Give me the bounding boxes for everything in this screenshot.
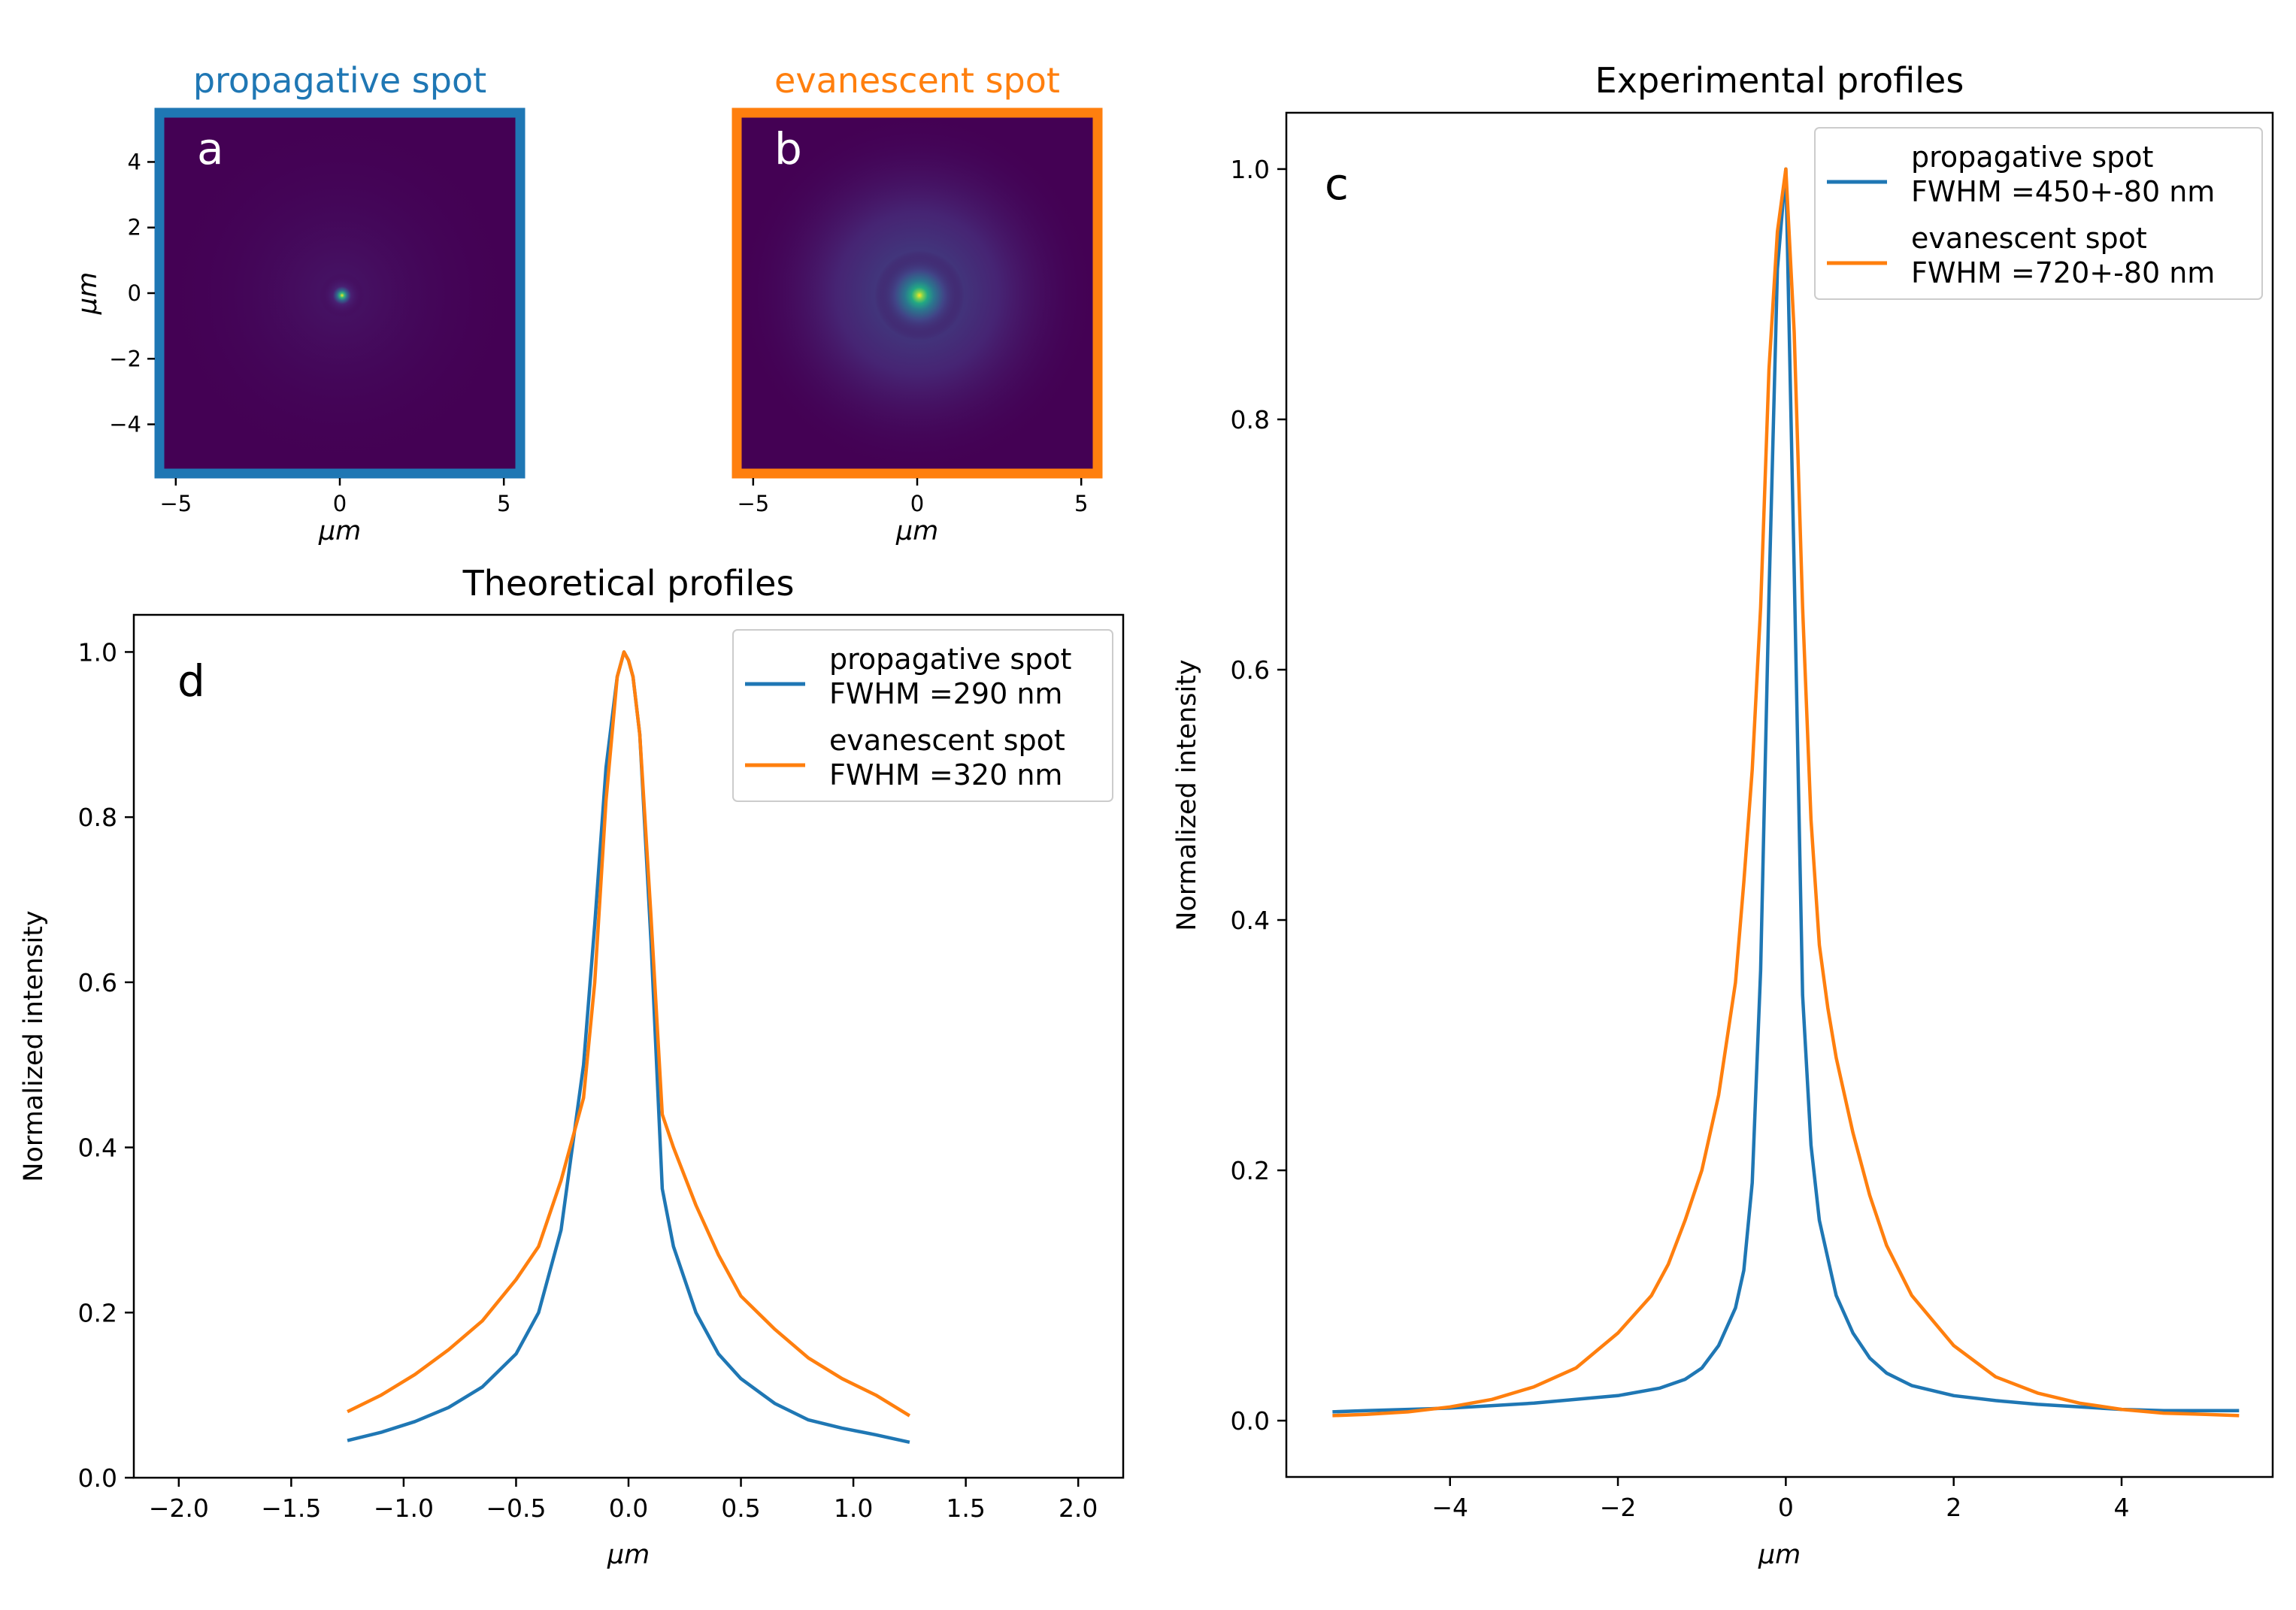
y-tick-label: −4 [109, 412, 141, 437]
legend-box [732, 629, 1113, 802]
panel-b-heatmap: evanescent spot b −5 0 5 μm [732, 60, 1103, 546]
x-tick-label: 0 [333, 491, 347, 516]
panel-a-spot [320, 273, 365, 318]
panel-c-yticks: 0.0 0.2 0.4 0.6 0.8 1.0 [1231, 155, 1286, 1436]
panel-d-yticks: 0.0 0.2 0.4 0.6 0.8 1.0 [78, 637, 134, 1493]
panel-a-ylabel: μm [73, 272, 103, 315]
panel-c-line-chart: Experimental profiles −4 −2 0 2 4 0.00.20.40… [1172, 60, 2274, 1570]
panel-d-line-chart: Theoretical profiles −2.0 −1.5 −1.0 −0.5 0.0… [19, 563, 1125, 1570]
panel-c-title: Experimental profiles [1595, 60, 1964, 101]
panel-a-frame [154, 107, 526, 479]
panel-a-yticks: −4 −2 0 2 4 [109, 149, 155, 437]
x-tick-label: −1.5 [261, 1493, 321, 1523]
y-tick-label: 4 [128, 149, 141, 174]
y-tick-label: 0.6 [78, 968, 117, 997]
panel-a-heatmap: propagative spot a −5 0 5 −4 −2 0 2 4 μm μm [73, 60, 526, 546]
panel-c-series [1332, 167, 2240, 1418]
panel-d-title: Theoretical profiles [462, 563, 795, 604]
x-tick-label: −5 [159, 491, 192, 516]
panel-d-series [347, 650, 911, 1444]
x-tick-label: −4 [1431, 1493, 1468, 1522]
x-tick-label: −1.0 [374, 1493, 434, 1523]
y-tick-label: 0.6 [1231, 655, 1270, 685]
legend-label: propagative spot [1911, 141, 2153, 174]
y-tick-label: 1.0 [1231, 155, 1270, 184]
panel-d-xticks: −2.0 −1.5 −1.0 −0.5 0.0 0.5 1.0 1.5 2.0 [149, 1478, 1098, 1523]
y-tick-label: 0.4 [78, 1133, 117, 1163]
x-tick-label: 0.5 [721, 1493, 760, 1523]
y-tick-label: 0.8 [1231, 405, 1270, 434]
panel-b-title: evanescent spot [774, 60, 1060, 101]
panel-c-letter: c [1325, 159, 1349, 210]
panel-c-frame [1285, 111, 2274, 1478]
y-tick-label: 0 [128, 280, 141, 306]
y-tick-label: 0.2 [78, 1298, 117, 1327]
y-tick-label: 2 [128, 215, 141, 241]
y-tick-label: 0.0 [78, 1463, 117, 1493]
y-tick-label: 0.4 [1231, 906, 1270, 935]
y-tick-label: 0.0 [1231, 1406, 1270, 1436]
series-line-1 [347, 650, 911, 1418]
series-line-1 [1332, 167, 2240, 1418]
panel-b-letter: b [774, 123, 802, 174]
legend-label: evanescent spot [829, 724, 1065, 757]
legend-label: FWHM =320 nm [829, 758, 1062, 791]
panel-a-title: propagative spot [193, 60, 486, 101]
panel-d-xlabel: μm [607, 1540, 650, 1570]
x-tick-label: 1.5 [946, 1493, 985, 1523]
legend-label: FWHM =720+-80 nm [1911, 256, 2215, 289]
x-tick-label: −2 [1600, 1493, 1637, 1522]
x-tick-label: 4 [2114, 1493, 2130, 1522]
x-tick-label: 1.0 [834, 1493, 873, 1523]
x-tick-label: 5 [497, 491, 510, 516]
legend-label: propagative spot [829, 643, 1071, 676]
panel-c-xticks: −4 −2 0 2 4 [1431, 1477, 2130, 1522]
panel-b-xlabel: μm [895, 516, 938, 546]
legend-label: FWHM =290 nm [829, 677, 1062, 710]
panel-b-xticks: −5 0 5 [737, 478, 1088, 516]
legend-box [1814, 127, 2263, 300]
x-tick-label: −0.5 [486, 1493, 546, 1523]
legend-label: evanescent spot [1911, 222, 2147, 255]
series-line-0 [1332, 167, 2240, 1414]
y-tick-label: 0.2 [1231, 1156, 1270, 1185]
y-tick-label: 1.0 [78, 637, 117, 667]
panel-a-xlabel: μm [318, 516, 361, 546]
x-tick-label: 0 [910, 491, 924, 516]
panel-d-ylabel: Normalized intensity [19, 910, 49, 1182]
x-tick-label: 5 [1074, 491, 1088, 516]
panel-c-ylabel: Normalized intensity [1172, 659, 1202, 931]
x-tick-label: 0 [1778, 1493, 1794, 1522]
panel-a-letter: a [197, 123, 224, 174]
panel-a-xticks: −5 0 5 [159, 478, 510, 516]
panel-d-letter: d [177, 655, 205, 707]
x-tick-label: −5 [737, 491, 769, 516]
y-tick-label: −2 [109, 346, 141, 371]
legend-label: FWHM =450+-80 nm [1911, 175, 2215, 208]
x-tick-label: 0.0 [609, 1493, 648, 1523]
x-tick-label: 2.0 [1059, 1493, 1098, 1523]
y-tick-label: 0.8 [78, 803, 117, 832]
x-tick-label: 2 [1946, 1493, 1961, 1522]
panel-b-frame [732, 107, 1103, 479]
panel-b-spot [874, 250, 965, 340]
panel-c-xlabel: μm [1758, 1540, 1801, 1570]
x-tick-label: −2.0 [149, 1493, 209, 1523]
